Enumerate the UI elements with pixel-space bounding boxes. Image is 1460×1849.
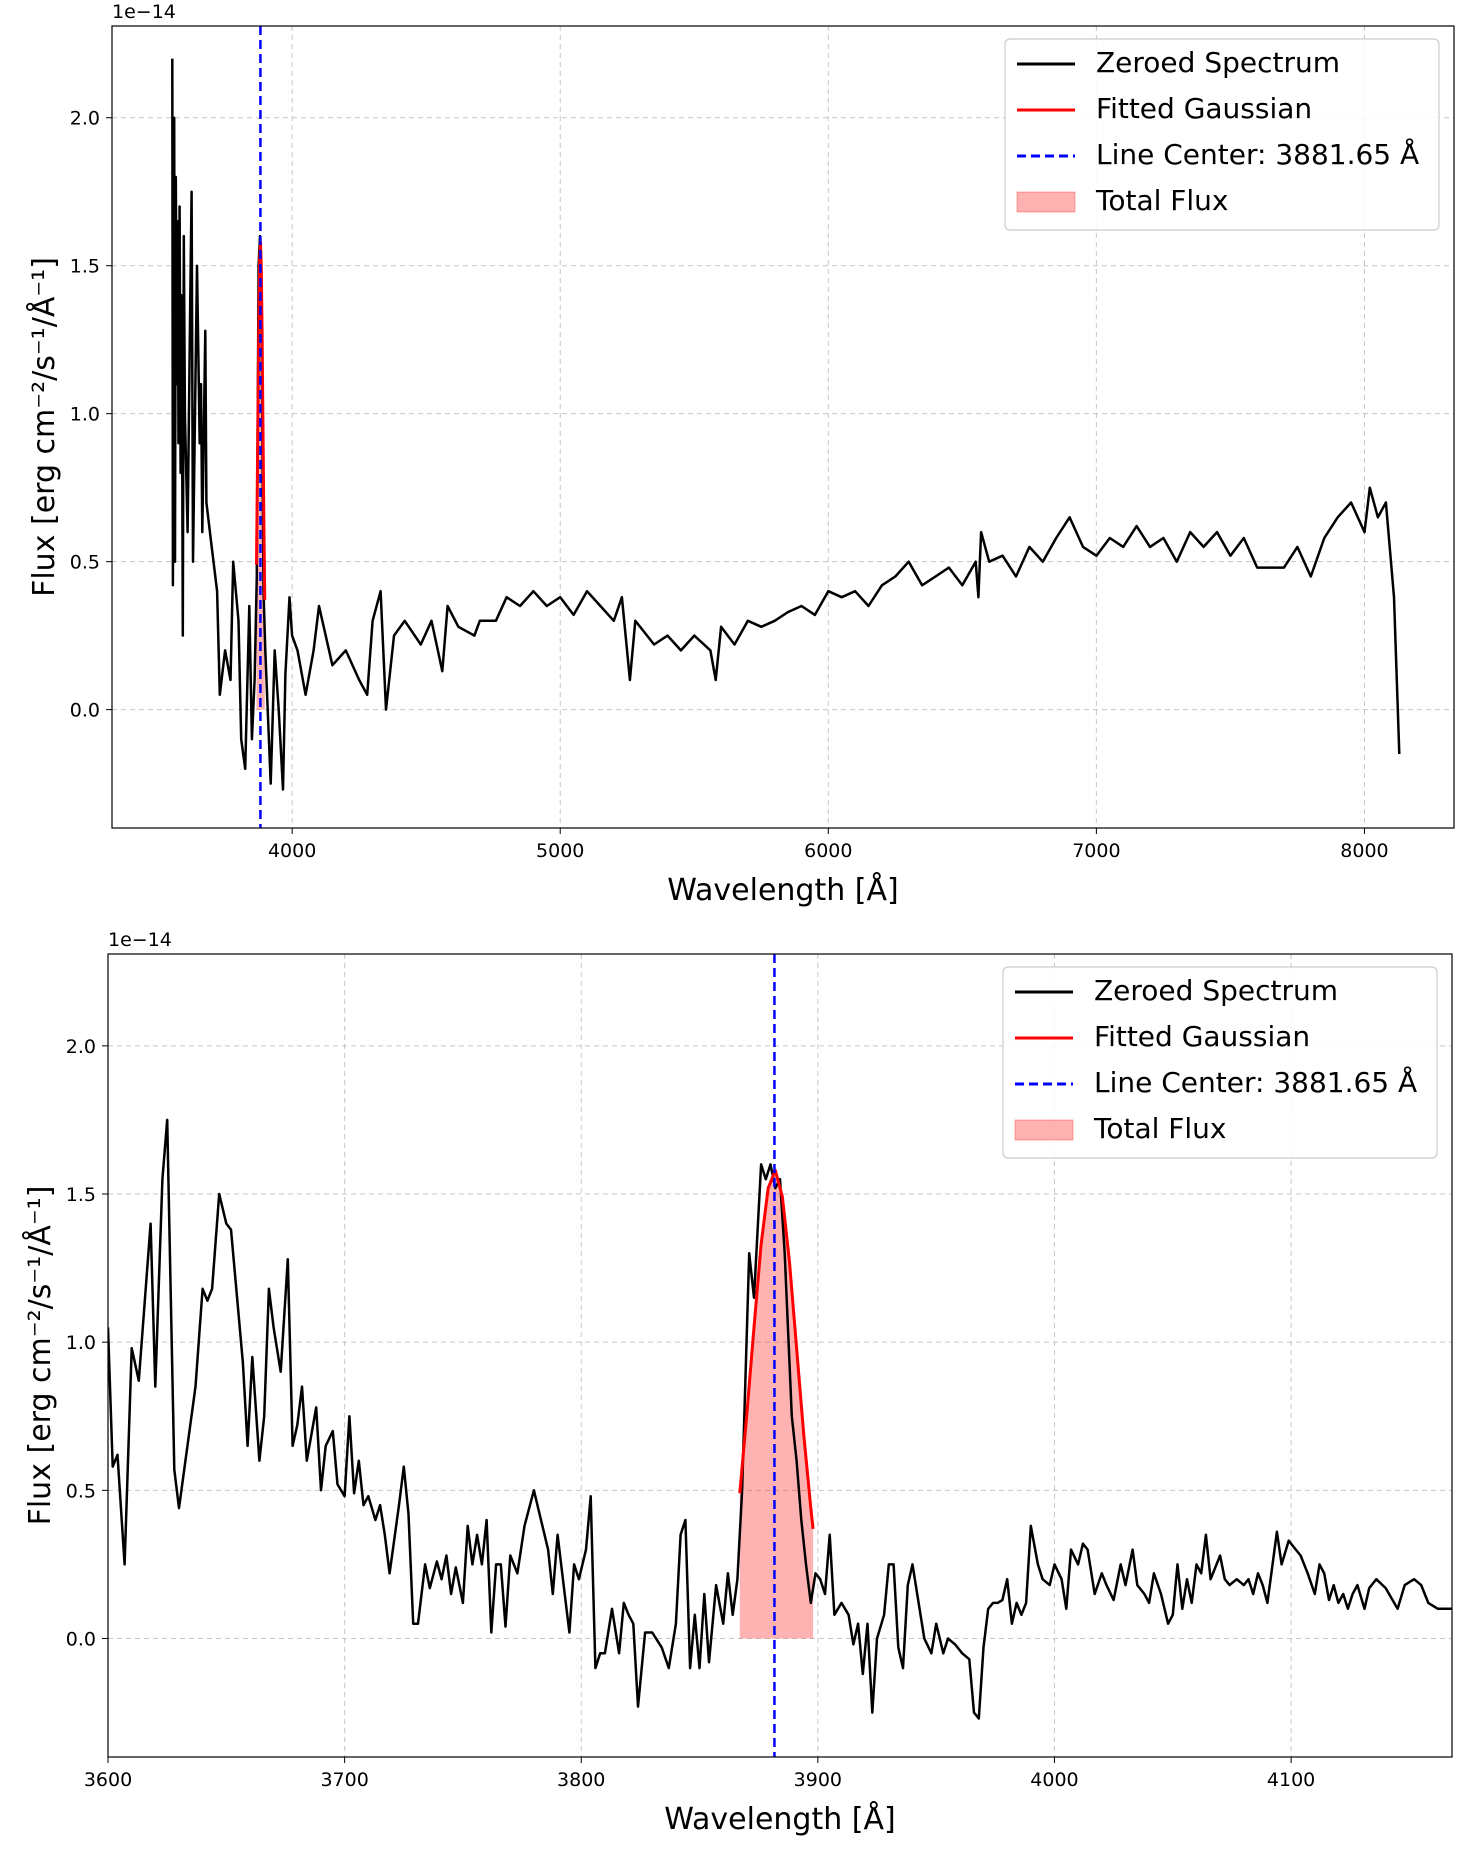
legend-swatch: [1014, 1119, 1074, 1141]
x-tick-label: 6000: [804, 840, 852, 862]
y-tick-label: 2.0: [70, 108, 100, 130]
y-tick-label: 1.5: [70, 256, 100, 278]
series-layer: [108, 954, 1452, 1757]
legend-label: Fitted Gaussian: [1094, 1020, 1310, 1053]
x-tick-label: 3700: [320, 1769, 368, 1791]
plot: 0.0 0.5 1.0 1.5 2.0 4000 5000 6000 7000 8000 1e−14…: [26, 1, 1455, 908]
x-tick-label: 3800: [557, 1769, 605, 1791]
y-tick-label: 0.5: [70, 552, 100, 574]
legend-label: Line Center: 3881.65 Å: [1096, 137, 1419, 171]
y-tick-label: 1.5: [66, 1184, 96, 1206]
line: [108, 1118, 1452, 1720]
x-tick-label: 4000: [268, 840, 316, 862]
y-tick-label: 0.0: [66, 1628, 96, 1650]
x-tick-label: 8000: [1340, 840, 1388, 862]
legend: Zeroed Spectrum Fitted Gaussian Line Cente…: [1004, 38, 1440, 231]
legend-box: [1002, 966, 1438, 1159]
legend-label: Total Flux: [1095, 184, 1229, 217]
line: [738, 1168, 815, 1529]
legend-label: Line Center: 3881.65 Å: [1094, 1065, 1417, 1099]
x-tick-label: 7000: [1072, 840, 1120, 862]
plot: 0.0 0.5 1.0 1.5 2.0 3600 3700 3800 3900 4000 4100 1…: [22, 929, 1453, 1837]
legend-label: Zeroed Spectrum: [1096, 46, 1340, 79]
x-axis-label: Wavelength [Å]: [664, 1801, 895, 1837]
x-tick-label: 3600: [84, 1769, 132, 1791]
offset-text: 1e−14: [112, 1, 176, 23]
y-tick-label: 1.0: [70, 404, 100, 426]
y-axis-label: Flux [erg cm⁻²/s⁻¹/Å⁻¹]: [26, 257, 62, 597]
y-tick-label: 1.0: [66, 1332, 96, 1354]
axes-frame: [107, 953, 1453, 1758]
line: [171, 58, 1401, 791]
y-tick-label: 0.5: [66, 1480, 96, 1502]
x-tick-label: 4000: [1030, 1769, 1078, 1791]
legend-swatch: [1016, 191, 1076, 213]
series-layer: [171, 26, 1401, 828]
legend-label: Zeroed Spectrum: [1094, 974, 1338, 1007]
x-tick-label: 4100: [1267, 1769, 1315, 1791]
y-tick-label: 2.0: [66, 1036, 96, 1058]
offset-text: 1e−14: [108, 929, 172, 951]
x-tick-label: 5000: [536, 840, 584, 862]
y-tick-label: 0.0: [70, 700, 100, 722]
y-axis-label: Flux [erg cm⁻²/s⁻¹/Å⁻¹]: [22, 1186, 58, 1526]
axes-frame: [111, 25, 1455, 829]
legend-label: Total Flux: [1093, 1112, 1227, 1145]
legend-box: [1004, 38, 1440, 231]
x-tick-label: 3900: [794, 1769, 842, 1791]
legend: Zeroed Spectrum Fitted Gaussian Line Cente…: [1002, 966, 1438, 1159]
x-axis-label: Wavelength [Å]: [667, 872, 898, 908]
legend-label: Fitted Gaussian: [1096, 92, 1312, 125]
